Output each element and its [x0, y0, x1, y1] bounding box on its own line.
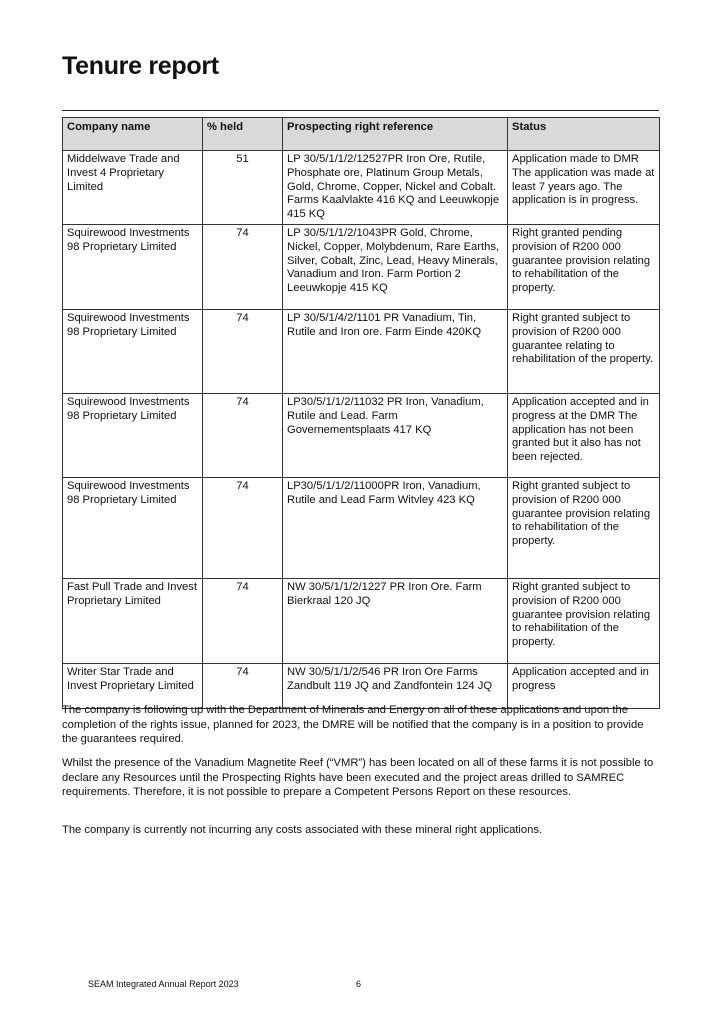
footer-report-name: SEAM Integrated Annual Report 2023 [88, 979, 239, 989]
header-reference: Prospecting right reference [282, 117, 508, 151]
header-held: % held [202, 117, 283, 151]
cell-status: Application accepted and in progress [507, 662, 660, 709]
cell-company: Squirewood Investments 98 Proprietary Li… [62, 392, 203, 478]
cell-company: Writer Star Trade and Invest Proprietary… [62, 662, 203, 709]
table-row: Squirewood Investments 98 Proprietary Li… [62, 476, 660, 579]
cell-company: Middelwave Trade and Invest 4 Proprietar… [62, 150, 203, 225]
cell-held: 74 [202, 476, 283, 579]
cell-held: 74 [202, 392, 283, 478]
table-header-row: Company name % held Prospecting right re… [62, 117, 660, 151]
table-row: Squirewood Investments 98 Proprietary Li… [62, 223, 660, 310]
cell-held: 51 [202, 150, 283, 225]
paragraph-guarantees: The company is following up with the Dep… [62, 704, 644, 745]
tenure-table: Company name % held Prospecting right re… [62, 117, 660, 709]
cell-reference: LP30/5/1/1/2/11000PR Iron, Vanadium, Rut… [282, 476, 508, 579]
cell-held: 74 [202, 577, 283, 664]
page-number: 6 [356, 979, 362, 989]
cell-reference: LP 30/5/1/1/2/12527PR Iron Ore, Rutile, … [282, 150, 508, 225]
page-title: Tenure report [62, 52, 219, 80]
header-company: Company name [62, 117, 203, 151]
cell-reference: LP 30/5/1/1/2/1043PR Gold, Chrome, Nicke… [282, 223, 508, 310]
paragraph-costs: The company is currently not incurring a… [62, 824, 543, 836]
title-divider [62, 110, 659, 111]
cell-status: Right granted subject to provision of R2… [507, 308, 660, 394]
cell-reference: NW 30/5/1/1/2/546 PR Iron Ore Farms Zand… [282, 662, 508, 709]
table-row: Middelwave Trade and Invest 4 Proprietar… [62, 150, 660, 225]
cell-held: 74 [202, 308, 283, 394]
cell-company: Squirewood Investments 98 Proprietary Li… [62, 308, 203, 394]
cell-status: Right granted pending provision of R200 … [507, 223, 660, 310]
cell-reference: LP 30/5/1/4/2/1101 PR Vanadium, Tin, Rut… [282, 308, 508, 394]
cell-company: Squirewood Investments 98 Proprietary Li… [62, 476, 203, 579]
cell-status: Right granted subject to provision of R2… [507, 577, 660, 664]
paragraph-resources: Whilst the presence of the Vanadium Magn… [62, 757, 654, 798]
cell-held: 74 [202, 223, 283, 310]
cell-reference: LP30/5/1/1/2/11032 PR Iron, Vanadium, Ru… [282, 392, 508, 478]
cell-status: Application made to DMR The application … [507, 150, 660, 225]
table-row: Squirewood Investments 98 Proprietary Li… [62, 392, 660, 478]
cell-company: Fast Pull Trade and Invest Proprietary L… [62, 577, 203, 664]
header-status: Status [507, 117, 660, 151]
table-row: Writer Star Trade and Invest Proprietary… [62, 662, 660, 709]
cell-reference: NW 30/5/1/1/2/1227 PR Iron Ore. Farm Bie… [282, 577, 508, 664]
table-row: Squirewood Investments 98 Proprietary Li… [62, 308, 660, 394]
cell-status: Application accepted and in progress at … [507, 392, 660, 478]
cell-status: Right granted subject to provision of R2… [507, 476, 660, 579]
cell-held: 74 [202, 662, 283, 709]
table-row: Fast Pull Trade and Invest Proprietary L… [62, 577, 660, 664]
cell-company: Squirewood Investments 98 Proprietary Li… [62, 223, 203, 310]
